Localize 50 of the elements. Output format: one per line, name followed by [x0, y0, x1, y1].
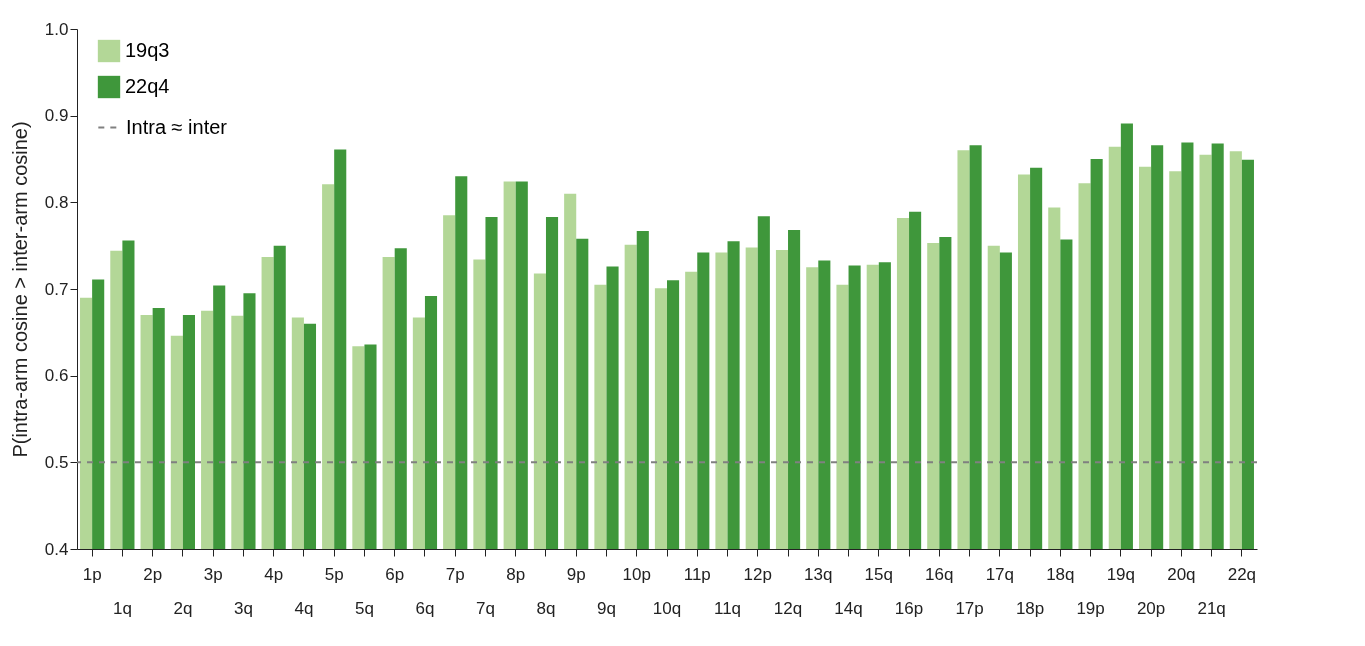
x-tick-label: 6q — [415, 598, 435, 618]
y-tick-label: 0.7 — [44, 279, 69, 299]
y-axis-title: P(intra-arm cosine > inter-arm cosine) — [8, 121, 31, 458]
x-tick-label: 2q — [173, 598, 193, 618]
x-tick-label: 9q — [597, 598, 616, 618]
x-tick-label: 19p — [1076, 598, 1105, 618]
legend-label: 22q4 — [125, 75, 170, 97]
x-tick-label: 12q — [773, 598, 803, 618]
x-tick-label: 11q — [713, 598, 742, 618]
y-tick-label: 0.9 — [44, 106, 69, 126]
x-tick-label: 3p — [203, 564, 223, 584]
x-tick-label: 13q — [804, 564, 833, 584]
x-tick-label: 5q — [354, 598, 374, 618]
x-tick-label: 7p — [445, 564, 465, 584]
x-tick-label: 7q — [476, 598, 495, 618]
y-tick-label: 1.0 — [44, 19, 69, 39]
x-tick-label: 8q — [536, 598, 556, 618]
y-tick-label: 0.4 — [44, 539, 69, 559]
x-tick-label: 17q — [985, 564, 1015, 584]
x-tick-label: 18q — [1046, 564, 1075, 584]
legend-label: Intra ≈ inter — [126, 115, 228, 138]
x-tick-label: 10q — [652, 598, 682, 618]
x-tick-label: 12p — [743, 564, 772, 584]
y-tick-label: 0.5 — [44, 452, 69, 472]
x-tick-label: 16q — [925, 564, 954, 584]
x-tick-label: 5p — [324, 564, 344, 584]
x-tick-label: 1q — [112, 598, 132, 618]
x-tick-label: 16p — [894, 598, 924, 618]
x-tick-label: 3q — [233, 598, 253, 618]
x-tick-label: 21q — [1197, 598, 1226, 618]
x-tick-label: 19q — [1106, 564, 1136, 584]
x-tick-label: 9p — [566, 564, 586, 584]
x-tick-label: 4p — [264, 564, 284, 584]
x-tick-label: 10p — [622, 564, 651, 584]
x-tick-label: 8p — [506, 564, 526, 584]
legend-label: 19q3 — [125, 39, 170, 61]
x-tick-label: 6p — [385, 564, 405, 584]
x-tick-label: 17p — [955, 598, 984, 618]
x-tick-label: 20q — [1167, 564, 1196, 584]
x-tick-label: 2p — [143, 564, 163, 584]
x-tick-label: 15q — [864, 564, 893, 584]
x-tick-label: 18p — [1015, 598, 1045, 618]
y-tick-label: 0.8 — [44, 192, 69, 212]
x-tick-label: 14q — [834, 598, 863, 618]
y-tick-label: 0.6 — [44, 366, 69, 386]
x-tick-label: 4q — [294, 598, 314, 618]
x-tick-label: 22q — [1227, 564, 1257, 584]
x-tick-label: 20p — [1136, 598, 1166, 618]
x-tick-label: 11p — [683, 564, 711, 584]
x-tick-label: 1p — [82, 564, 102, 584]
